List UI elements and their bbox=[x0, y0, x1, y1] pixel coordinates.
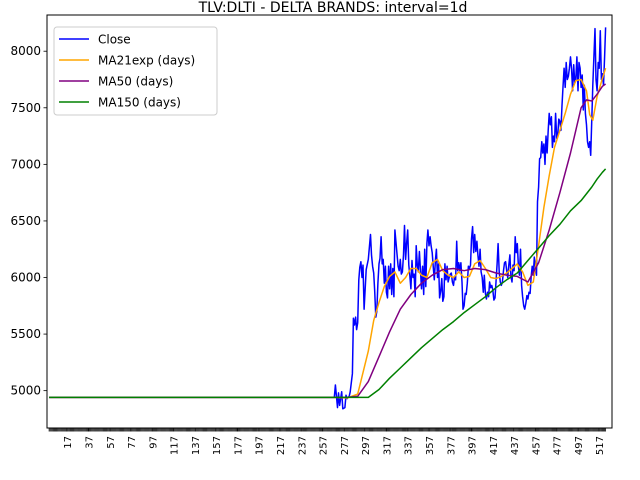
x-tick-label: 97 bbox=[148, 436, 159, 449]
y-tick-label: 7500 bbox=[10, 101, 41, 115]
y-tick-label: 7000 bbox=[10, 157, 41, 171]
x-tick-label: 337 bbox=[404, 436, 415, 455]
x-tick-label: 357 bbox=[425, 436, 436, 455]
x-tick-label: 277 bbox=[340, 436, 351, 455]
x-tick-label: 37 bbox=[84, 436, 95, 449]
y-tick-label: 8000 bbox=[10, 44, 41, 58]
x-tick-label: 157 bbox=[212, 436, 223, 455]
x-tick-label: 177 bbox=[233, 436, 244, 455]
y-tick-label: 5500 bbox=[10, 327, 41, 341]
chart-title: TLV:DLTI - DELTA BRANDS: interval=1d bbox=[198, 0, 468, 16]
x-tick-label: 137 bbox=[191, 436, 202, 455]
x-tick-label: 497 bbox=[574, 436, 585, 455]
x-tick-label: 77 bbox=[127, 436, 138, 449]
x-tick-label: 477 bbox=[553, 436, 564, 455]
x-tick-label: 217 bbox=[276, 436, 287, 455]
x-tick-label: 117 bbox=[170, 436, 181, 455]
y-tick-label: 5000 bbox=[10, 384, 41, 398]
y-tick-label: 6500 bbox=[10, 214, 41, 228]
x-tick-label: 437 bbox=[510, 436, 521, 455]
legend-label-ma21exp-days: MA21exp (days) bbox=[98, 54, 195, 68]
x-tick-label: 317 bbox=[382, 436, 393, 455]
legend-label-ma50-days: MA50 (days) bbox=[98, 75, 173, 89]
x-tick-label: 257 bbox=[319, 436, 330, 455]
x-tick-label: 237 bbox=[297, 436, 308, 455]
x-tick-label: 517 bbox=[595, 436, 606, 455]
legend-label-ma150-days: MA150 (days) bbox=[98, 96, 181, 110]
x-tick-label: 57 bbox=[106, 436, 117, 449]
x-tick-label: 417 bbox=[489, 436, 500, 455]
x-tick-label: 457 bbox=[531, 436, 542, 455]
x-tick-label: 17 bbox=[63, 436, 74, 449]
x-tick-label: 397 bbox=[468, 436, 479, 455]
x-tick-label: 197 bbox=[255, 436, 266, 455]
x-tick-label: 377 bbox=[446, 436, 457, 455]
legend: Close MA21exp (days) MA50 (days) MA150 (day… bbox=[54, 27, 217, 115]
legend-label-close: Close bbox=[98, 33, 131, 47]
y-tick-label: 6000 bbox=[10, 271, 41, 285]
x-tick-label: 297 bbox=[361, 436, 372, 455]
